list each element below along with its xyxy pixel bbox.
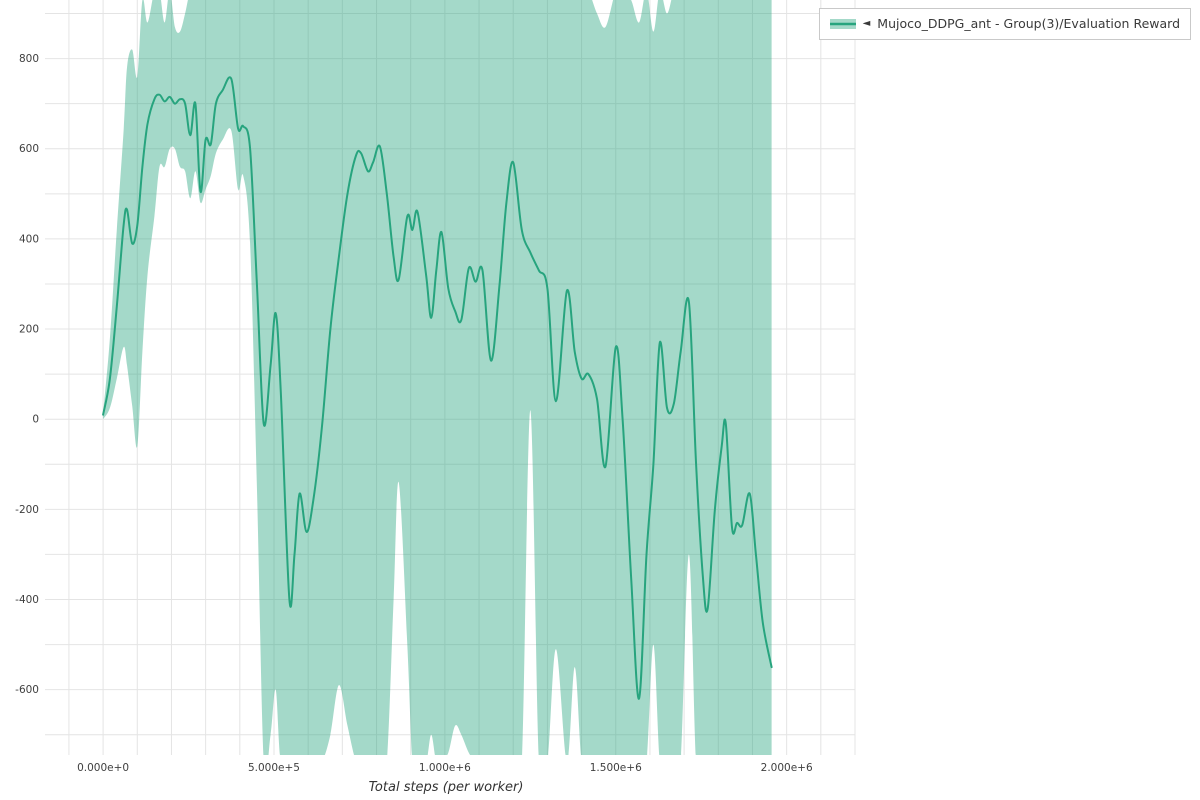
confidence-band [103,0,772,755]
legend-swatch-icon [829,19,856,29]
legend-series-label: Mujoco_DDPG_ant - Group(3)/Evaluation Re… [877,15,1180,31]
x-tick-label: 2.000e+6 [761,762,813,774]
y-tick-label: 800 [19,53,39,65]
y-axis-ticks: -600 -400 -200 0 200 400 600 800 [15,53,39,696]
mean-line [102,76,773,700]
y-tick-label: 600 [19,143,39,155]
y-tick-label: -400 [15,594,39,606]
x-tick-label: 5.000e+5 [248,762,300,774]
y-tick-label: 400 [19,233,39,245]
legend[interactable]: ◄ Mujoco_DDPG_ant - Group(3)/Evaluation … [818,8,1191,40]
y-tick-label: -200 [15,504,39,516]
plot-area [102,0,773,755]
x-axis-label: Total steps (per worker) [369,780,524,795]
x-tick-label: 1.500e+6 [590,762,642,774]
y-tick-label: 0 [32,414,39,426]
y-tick-label: 200 [19,324,39,336]
x-tick-label: 1.000e+6 [419,762,471,774]
legend-collapse-icon[interactable]: ◄ [862,18,871,29]
y-tick-label: -600 [15,684,39,696]
gridlines [45,0,856,755]
x-axis-ticks: 0.000e+0 5.000e+5 1.000e+6 1.500e+6 2.000e+6 [77,762,813,774]
x-tick-label: 0.000e+0 [77,762,129,774]
